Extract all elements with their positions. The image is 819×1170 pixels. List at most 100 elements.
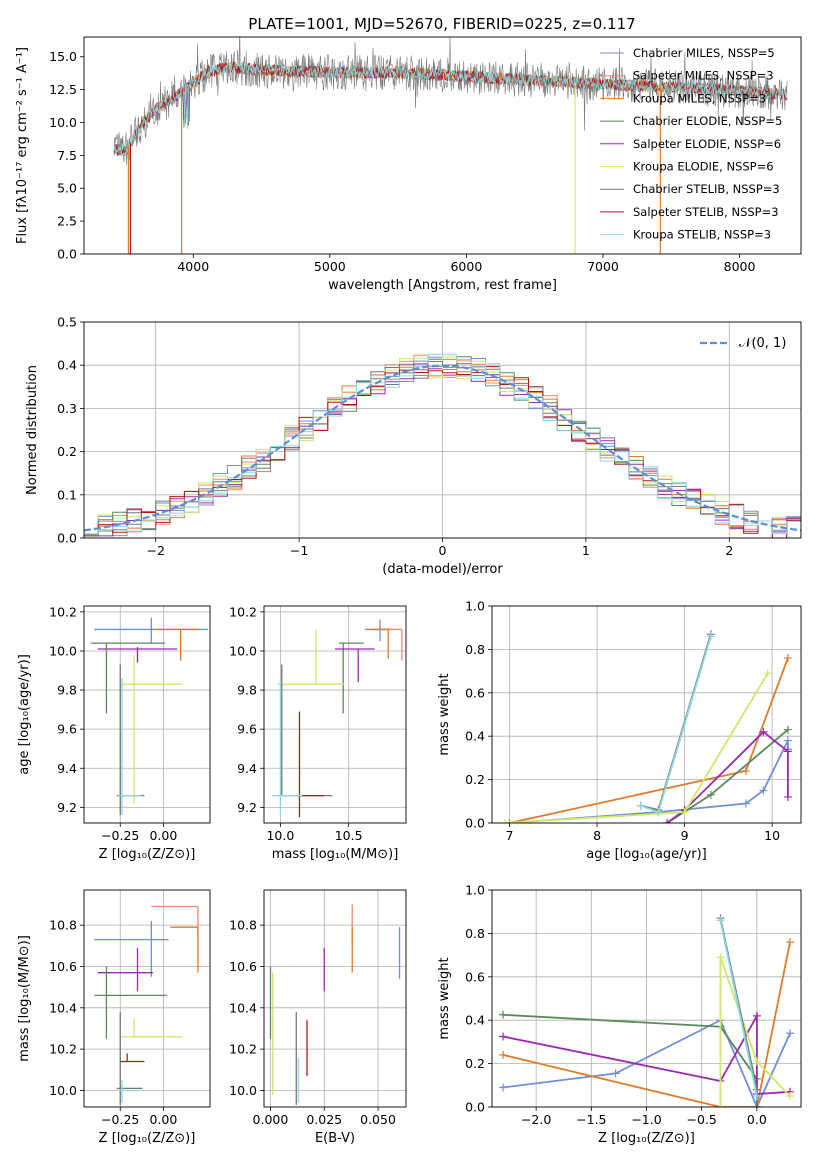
x-tick-label: −1.5 — [576, 1112, 606, 1127]
series-marker — [785, 1029, 794, 1038]
legend-label: Salpeter MILES, NSSP=3 — [633, 69, 774, 83]
series-marker — [716, 916, 725, 925]
x-tick-label: −0.25 — [101, 1112, 139, 1127]
figure-title: PLATE=1001, MJD=52670, FIBERID=0225, z=0… — [248, 15, 635, 33]
x-axis-label: Z [log₁₀(Z/Z⊙)] — [99, 1131, 196, 1146]
series-marker — [706, 790, 715, 799]
errorbar-chabrier_elodie — [90, 642, 166, 714]
series-marker — [741, 799, 750, 808]
legend: 𝒩(0, 1) — [700, 336, 786, 351]
x-tick-label: 10.0 — [266, 828, 294, 843]
errorbar-salpeter_elodie — [97, 647, 178, 663]
y-tick-label: 0.8 — [465, 926, 485, 941]
legend-label: Salpeter STELIB, NSSP=3 — [633, 205, 779, 219]
series-marker — [611, 1069, 620, 1078]
x-tick-label: 0.0 — [747, 1112, 767, 1127]
series-marker — [663, 819, 672, 823]
massweight-vs-age-panel: 7 8 9 10 0.0 0.2 0.4 0.6 0.8 1.0 age [log₁₀(age/yr… — [437, 599, 802, 862]
series-marker — [759, 786, 768, 795]
y-tick-label: 0.2 — [465, 1056, 485, 1071]
errorbar-salpeter_elodie — [335, 648, 375, 683]
y-tick-label: 10.2 — [49, 1042, 77, 1057]
series-marker — [752, 1057, 761, 1066]
spectrum-lines — [113, 37, 788, 254]
y-tick-label: 9.4 — [237, 761, 257, 776]
y-tick-label: 10.2 — [229, 1042, 257, 1057]
histogram-area — [84, 353, 801, 538]
x-tick-label: −2 — [146, 543, 164, 558]
series-marker — [783, 654, 792, 663]
ticks: 7 8 9 10 0.0 0.2 0.4 0.6 0.8 1.0 — [465, 599, 780, 844]
errorbar-kroupa_miles — [154, 628, 198, 661]
y-tick-label: 10.0 — [49, 115, 77, 130]
histogram-kroupa_stelib — [84, 353, 801, 538]
y-tick-label: 0.6 — [465, 969, 485, 984]
x-tick-label: 10.5 — [335, 828, 363, 843]
axes-frame — [491, 889, 802, 1108]
x-tick-label: −0.25 — [101, 828, 139, 843]
y-tick-label: 9.4 — [57, 761, 77, 776]
x-tick-label: 1 — [582, 543, 590, 558]
x-tick-label: 2 — [725, 543, 733, 558]
errorbar-kroupa_elodie — [277, 629, 345, 685]
y-tick-label: 12.5 — [49, 82, 77, 97]
x-tick-label: −0.5 — [686, 1112, 716, 1127]
series-kroupa_elodie — [501, 669, 772, 823]
legend-label: Chabrier ELODIE, NSSP=5 — [633, 114, 782, 128]
series-lines — [499, 914, 794, 1107]
x-axis-label: (data-model)/error — [382, 562, 503, 577]
errorbars — [269, 904, 401, 1105]
series-marker — [716, 1103, 725, 1107]
x-tick-label: 0.00 — [149, 828, 177, 843]
series-marker — [716, 953, 725, 962]
y-tick-label: 0.0 — [57, 531, 77, 546]
y-tick-label: 9.6 — [57, 722, 77, 737]
legend-label: Kroupa STELIB, NSSP=3 — [633, 228, 771, 242]
spectrum-line-chabrier_stelib — [113, 37, 788, 165]
errorbar-kroupa_stelib — [118, 1080, 141, 1103]
y-tick-label: 10.6 — [49, 959, 77, 974]
x-tick-label: 0.025 — [306, 1112, 342, 1127]
y-axis-label: mass [log₁₀(M/M⊙)] — [17, 935, 32, 1062]
spectrum-line-salpeter_stelib — [113, 61, 788, 157]
y-tick-label: 10.0 — [229, 643, 257, 658]
series-marker — [752, 1011, 761, 1020]
y-axis-label: Normed distribution — [25, 365, 40, 495]
y-tick-label: 5.0 — [57, 181, 77, 196]
axes-frame — [83, 36, 802, 255]
errorbar-kroupa_elodie — [120, 1018, 183, 1038]
errorbar-salpeter_stelib — [120, 1053, 145, 1063]
errorbars — [272, 619, 403, 818]
y-tick-label: 10.8 — [49, 918, 77, 933]
y-tick-label: 0.0 — [465, 1100, 485, 1115]
y-tick-label: 0.5 — [57, 315, 77, 330]
x-tick-label: 0 — [439, 543, 447, 558]
y-axis-label: age [log₁₀(age/yr)] — [17, 654, 32, 775]
x-tick-label: 8 — [593, 828, 601, 843]
spectrum-line-kroupa_stelib — [113, 61, 788, 158]
x-tick-label: 9 — [681, 828, 689, 843]
y-tick-label: 1.0 — [465, 883, 485, 898]
y-tick-label: 0.4 — [465, 1013, 485, 1028]
series-kroupa_miles — [505, 654, 792, 823]
y-tick-label: 9.8 — [237, 683, 257, 698]
axes-frame — [83, 605, 211, 824]
series-marker — [759, 727, 768, 736]
age-vs-mass-panel: 10.0 10.5 9.2 9.4 9.6 9.8 10.0 10.2 mass [log₁₀(… — [229, 604, 407, 862]
y-tick-label: 9.2 — [57, 800, 77, 815]
y-tick-label: 0.8 — [465, 642, 485, 657]
y-axis-label: mass weight — [437, 957, 452, 1039]
errorbars — [94, 905, 199, 1105]
ticks: 10.0 10.5 9.2 9.4 9.6 9.8 10.0 10.2 — [229, 604, 362, 843]
errorbar-kroupa_stelib — [118, 678, 141, 816]
series-line — [502, 941, 791, 1107]
series-marker — [763, 669, 772, 678]
errorbar-kroupa_stelib — [272, 678, 303, 816]
errorbar-chabrier_stelib — [116, 1011, 143, 1105]
series-marker — [783, 725, 792, 734]
x-axis-label: age [log₁₀(age/yr)] — [586, 847, 707, 862]
series-marker — [706, 632, 715, 641]
y-tick-label: 0.2 — [465, 772, 485, 787]
x-tick-label: 7000 — [587, 259, 619, 274]
series-marker — [741, 766, 750, 775]
